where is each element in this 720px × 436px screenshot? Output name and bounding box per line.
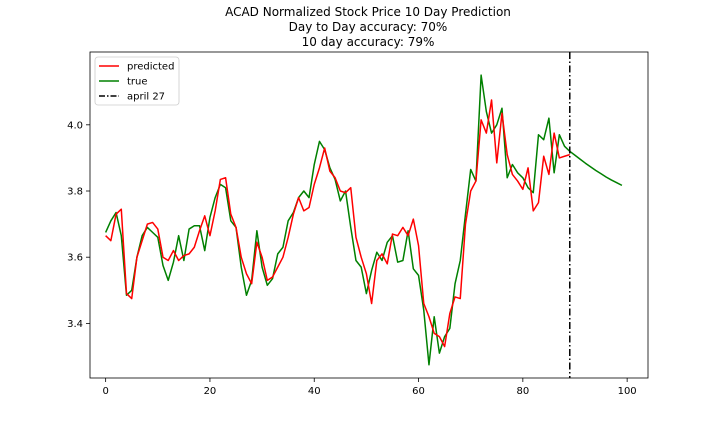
x-tick-label: 100 bbox=[618, 386, 637, 397]
legend: predicted true april 27 bbox=[94, 56, 180, 106]
legend-label-true: true bbox=[127, 77, 148, 88]
plot-series bbox=[104, 52, 623, 378]
legend-label-april-27: april 27 bbox=[127, 92, 165, 103]
x-tick-label: 60 bbox=[412, 386, 425, 397]
y-tick-label: 3.6 bbox=[67, 253, 83, 264]
y-tick-label: 4.0 bbox=[67, 120, 83, 131]
x-tick-label: 40 bbox=[308, 386, 321, 397]
chart-title: ACAD Normalized Stock Price 10 Day Predi… bbox=[225, 5, 511, 49]
legend-box bbox=[94, 56, 180, 106]
x-tick-label: 0 bbox=[102, 386, 108, 397]
x-axis: 0 20 40 60 80 100 bbox=[102, 378, 637, 397]
y-axis: 3.4 3.6 3.8 4.0 bbox=[67, 120, 90, 330]
x-tick-label: 80 bbox=[516, 386, 529, 397]
y-tick-label: 3.4 bbox=[67, 319, 83, 330]
legend-label-predicted: predicted bbox=[127, 62, 174, 73]
y-tick-label: 3.8 bbox=[67, 187, 83, 198]
axes-frame bbox=[89, 51, 649, 379]
title-line-1: ACAD Normalized Stock Price 10 Day Predi… bbox=[225, 5, 511, 19]
title-line-3: 10 day accuracy: 79% bbox=[302, 35, 435, 49]
series-line-predicted bbox=[105, 99, 571, 348]
x-tick-label: 20 bbox=[204, 386, 217, 397]
title-line-2: Day to Day accuracy: 70% bbox=[289, 20, 448, 34]
series-line-true bbox=[104, 74, 623, 366]
